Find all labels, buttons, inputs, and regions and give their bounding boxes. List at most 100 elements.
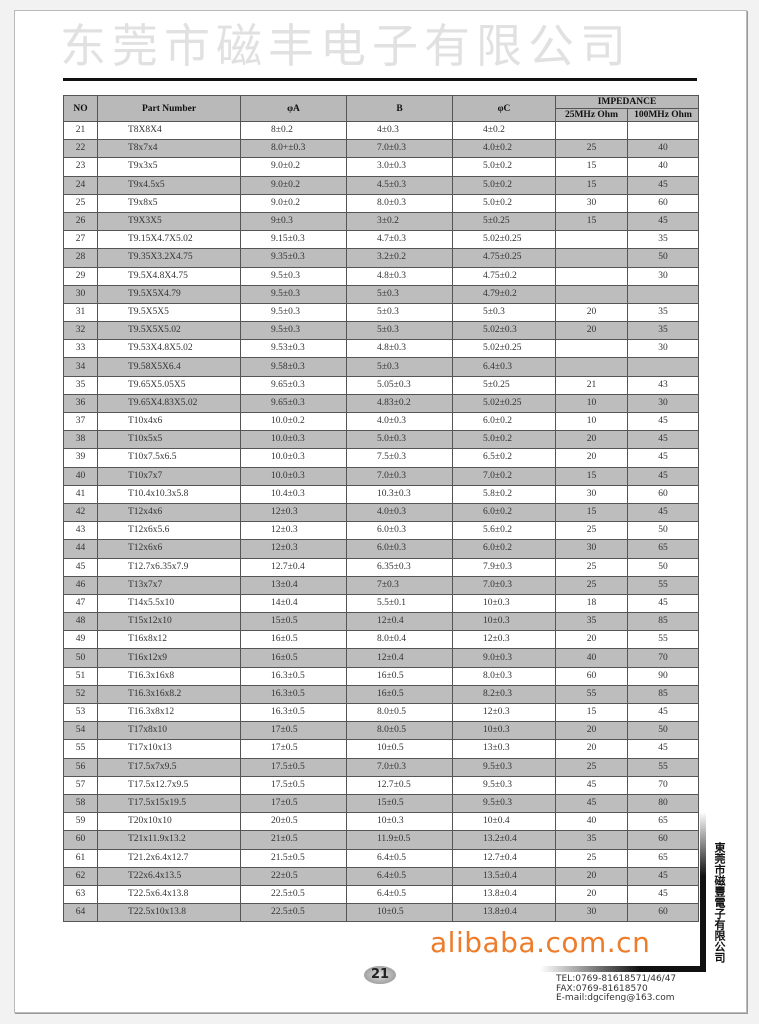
cell-c: 12±0.3	[452, 630, 556, 650]
cell-part-number: T16x8x12	[97, 630, 241, 650]
table-row: 51 T16.3x16x8 16.3±0.5 16±0.5 8.0±0.3 60 90	[63, 666, 699, 686]
table-row: 27 T9.15X4.7X5.02 9.15±0.3 4.7±0.3 5.02±0.25…	[63, 230, 699, 250]
table-row: 58 T17.5x15x19.5 17±0.5 15±0.5 9.5±0.3 45 80	[63, 793, 699, 814]
cell-impedance-25mhz: 60	[555, 666, 628, 686]
cell-a: 14±0.4	[240, 593, 347, 614]
cell-impedance-100mhz: 85	[627, 684, 699, 705]
cell-impedance-25mhz: 45	[555, 793, 628, 814]
cell-a: 9.5±0.3	[240, 302, 347, 323]
cell-b: 8.0±0.5	[346, 721, 453, 741]
cell-impedance-100mhz: 50	[627, 521, 699, 541]
table-row: 34 T9.58X5X6.4 9.58±0.3 5±0.3 6.4±0.3	[63, 357, 699, 377]
cell-impedance-100mhz: 45	[627, 411, 699, 432]
header-part-number: Part Number	[97, 95, 241, 122]
cell-b: 10±0.5	[346, 739, 453, 759]
cell-no: 51	[63, 666, 98, 686]
cell-part-number: T9.5X5X5.02	[97, 321, 241, 341]
table-row: 55 T17x10x13 17±0.5 10±0.5 13±0.3 20 45	[63, 739, 699, 759]
cell-c: 5.6±0.2	[452, 521, 556, 541]
cell-b: 5±0.3	[346, 284, 453, 304]
cell-impedance-100mhz: 50	[627, 557, 699, 577]
cell-b: 4.8±0.3	[346, 339, 453, 359]
cell-impedance-100mhz: 35	[627, 230, 699, 250]
cell-b: 12.7±0.5	[346, 775, 453, 795]
page-number: 21	[364, 966, 396, 984]
cell-c: 8.2±0.3	[452, 684, 556, 705]
cell-c: 13.8±0.4	[452, 903, 556, 923]
cell-impedance-25mhz: 18	[555, 593, 628, 614]
cell-no: 42	[63, 502, 98, 523]
cell-part-number: T9.35X3.2X4.75	[97, 248, 241, 268]
cell-b: 8.0±0.4	[346, 630, 453, 650]
header-rule	[63, 78, 697, 81]
cell-c: 5±0.25	[452, 211, 556, 232]
cell-b: 5±0.3	[346, 357, 453, 377]
cell-impedance-25mhz: 15	[555, 702, 628, 723]
cell-c: 4.0±0.2	[452, 139, 556, 159]
cell-no: 37	[63, 411, 98, 432]
cell-impedance-100mhz: 50	[627, 721, 699, 741]
cell-part-number: T9.58X5X6.4	[97, 357, 241, 377]
cell-impedance-25mhz: 20	[555, 866, 628, 886]
header-b: B	[346, 95, 453, 122]
cell-no: 63	[63, 884, 98, 905]
cell-part-number: T9X3X5	[97, 211, 241, 232]
cell-part-number: T9.65X4.83X5.02	[97, 393, 241, 414]
cell-no: 25	[63, 193, 98, 213]
cell-b: 3±0.2	[346, 211, 453, 232]
cell-part-number: T10x7.5x6.5	[97, 448, 241, 468]
cell-impedance-100mhz: 65	[627, 539, 699, 559]
cell-impedance-25mhz: 35	[555, 830, 628, 850]
cell-part-number: T17x10x13	[97, 739, 241, 759]
cell-part-number: T17.5x12.7x9.5	[97, 775, 241, 795]
cell-a: 10.0±0.2	[240, 411, 347, 432]
cell-impedance-25mhz: 30	[555, 903, 628, 923]
cell-no: 34	[63, 357, 98, 377]
cell-impedance-100mhz: 60	[627, 484, 699, 504]
cell-no: 57	[63, 775, 98, 795]
cell-c: 5.0±0.2	[452, 175, 556, 195]
cell-no: 49	[63, 630, 98, 650]
cell-impedance-25mhz: 25	[555, 848, 628, 868]
cell-no: 24	[63, 175, 98, 195]
cell-part-number: T12.7x6.35x7.9	[97, 557, 241, 577]
cell-part-number: T10x5x5	[97, 430, 241, 450]
cell-impedance-100mhz: 30	[627, 339, 699, 359]
table-row: 57 T17.5x12.7x9.5 17.5±0.5 12.7±0.5 9.5±0.3 4…	[63, 775, 699, 795]
cell-a: 16.3±0.5	[240, 684, 347, 705]
contact-email: E-mail:dgcifeng@163.com	[556, 993, 675, 1003]
header-100mhz: 100MHz Ohm	[627, 108, 699, 122]
cell-b: 6.0±0.3	[346, 539, 453, 559]
cell-b: 6.4±0.5	[346, 848, 453, 868]
cell-c: 5.02±0.3	[452, 321, 556, 341]
cell-impedance-25mhz: 40	[555, 648, 628, 668]
cell-a: 9.58±0.3	[240, 357, 347, 377]
cell-impedance-100mhz: 45	[627, 175, 699, 195]
cell-impedance-100mhz: 35	[627, 321, 699, 341]
cell-a: 20±0.5	[240, 812, 347, 832]
table-row: 31 T9.5X5X5 9.5±0.3 5±0.3 5±0.3 20 35	[63, 302, 699, 323]
header-c: φC	[452, 95, 556, 122]
cell-a: 8±0.2	[240, 120, 347, 141]
cell-part-number: T12x6x6	[97, 539, 241, 559]
cell-impedance-100mhz	[627, 357, 699, 377]
cell-part-number: T9x4.5x5	[97, 175, 241, 195]
cell-b: 3.2±0.2	[346, 248, 453, 268]
cell-a: 21±0.5	[240, 830, 347, 850]
cell-part-number: T22.5x10x13.8	[97, 903, 241, 923]
contact-info: TEL:0769-81618571/46/47 FAX:0769-8161857…	[556, 974, 676, 1004]
cell-c: 9.5±0.3	[452, 793, 556, 814]
cell-impedance-25mhz: 15	[555, 175, 628, 195]
cell-part-number: T16.3x16x8.2	[97, 684, 241, 705]
cell-part-number: T17.5x15x19.5	[97, 793, 241, 814]
cell-c: 10±0.3	[452, 612, 556, 632]
table-row: 46 T13x7x7 13±0.4 7±0.3 7.0±0.3 25 55	[63, 575, 699, 595]
header-25mhz: 25MHz Ohm	[555, 108, 628, 122]
cell-part-number: T10x7x7	[97, 466, 241, 486]
cell-part-number: T16.3x8x12	[97, 702, 241, 723]
cell-a: 17.5±0.5	[240, 757, 347, 777]
table-row: 32 T9.5X5X5.02 9.5±0.3 5±0.3 5.02±0.3 20 35	[63, 321, 699, 341]
cell-a: 12±0.3	[240, 539, 347, 559]
cell-b: 7.5±0.3	[346, 448, 453, 468]
cell-impedance-100mhz: 35	[627, 302, 699, 323]
